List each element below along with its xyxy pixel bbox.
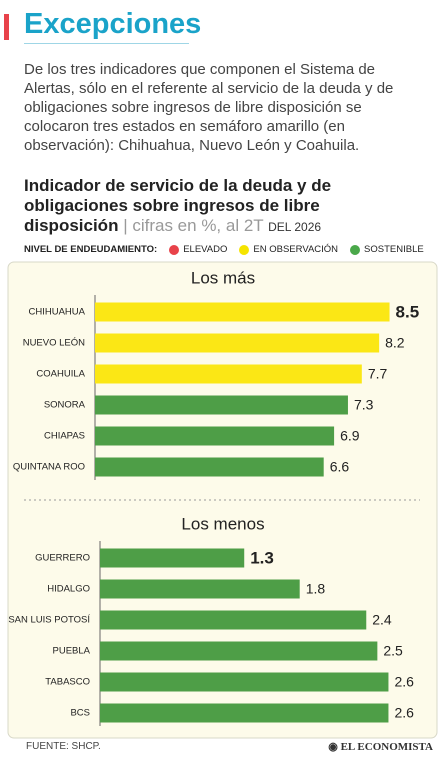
- value-label: 6.6: [330, 459, 350, 475]
- category-label: BCS: [70, 708, 90, 719]
- legend-item: EN OBSERVACIÓN: [239, 244, 338, 255]
- bar: [100, 579, 300, 599]
- legend-dot: [169, 244, 180, 255]
- value-label: 6.9: [340, 428, 360, 444]
- value-label: 1.8: [306, 581, 326, 597]
- brand: ◉ EL ECONOMISTA: [328, 741, 433, 753]
- intro-text: De los tres indicadores que componen el …: [24, 61, 394, 154]
- period: DEL 2026: [268, 220, 322, 234]
- panel: [7, 261, 438, 739]
- legend-dot: [350, 244, 361, 255]
- value-label: 7.3: [354, 397, 374, 413]
- legend-dot: [239, 244, 250, 255]
- category-label: SONORA: [44, 400, 86, 411]
- title: Indicador de servicio de la deuda y de o…: [24, 176, 332, 235]
- accent: [4, 14, 9, 40]
- chart-title: Los más: [191, 268, 255, 287]
- bar: [95, 302, 390, 322]
- category-label: GUERRERO: [35, 553, 90, 564]
- legend: NIVEL DE ENDEUDAMIENTO: ELEVADO EN OBSERVA…: [24, 244, 424, 255]
- category-label: HIDALGO: [47, 584, 90, 595]
- bar: [95, 395, 348, 415]
- bar: [100, 703, 389, 723]
- legend-text: SOSTENIBLE: [364, 244, 424, 255]
- category-label: PUEBLA: [53, 646, 91, 657]
- header-title: Excepciones: [24, 8, 201, 44]
- category-label: TABASCO: [45, 677, 90, 688]
- value-label: 8.5: [396, 302, 420, 321]
- bar: [100, 641, 378, 661]
- bar: [95, 333, 380, 353]
- bar: [100, 672, 389, 692]
- category-label: CHIHUAHUA: [29, 307, 86, 318]
- source: FUENTE: SHCP.: [26, 741, 101, 752]
- value-label: 1.3: [250, 548, 274, 567]
- bar: [95, 364, 362, 384]
- value-label: 2.6: [394, 705, 414, 721]
- legend-text: EN OBSERVACIÓN: [253, 244, 339, 255]
- legend-item: ELEVADO: [169, 244, 227, 255]
- chart-title: Los menos: [181, 514, 264, 533]
- category-label: COAHUILA: [36, 369, 85, 380]
- category-label: NUEVO LEÓN: [23, 338, 85, 349]
- legend-text: ELEVADO: [183, 244, 228, 255]
- value-label: 7.7: [368, 366, 388, 382]
- legend-label: NIVEL DE ENDEUDAMIENTO:: [24, 244, 158, 255]
- value-label: 8.2: [385, 335, 405, 351]
- subtitle: | cifras en %, al 2T: [123, 216, 264, 235]
- value-label: 2.4: [372, 612, 392, 628]
- bar: [95, 457, 324, 477]
- value-label: 2.5: [383, 643, 403, 659]
- category-label: SAN LUIS POTOSÍ: [8, 615, 90, 626]
- bar: [100, 548, 245, 568]
- legend-item: SOSTENIBLE: [350, 244, 424, 255]
- figure-title: Indicador de servicio de la deuda y de o…: [24, 176, 404, 237]
- category-label: QUINTANA ROO: [13, 462, 85, 473]
- category-label: CHIAPAS: [44, 431, 85, 442]
- value-label: 2.6: [394, 674, 414, 690]
- bar: [100, 610, 367, 630]
- bar: [95, 426, 335, 446]
- brand-name: EL ECONOMISTA: [340, 741, 433, 753]
